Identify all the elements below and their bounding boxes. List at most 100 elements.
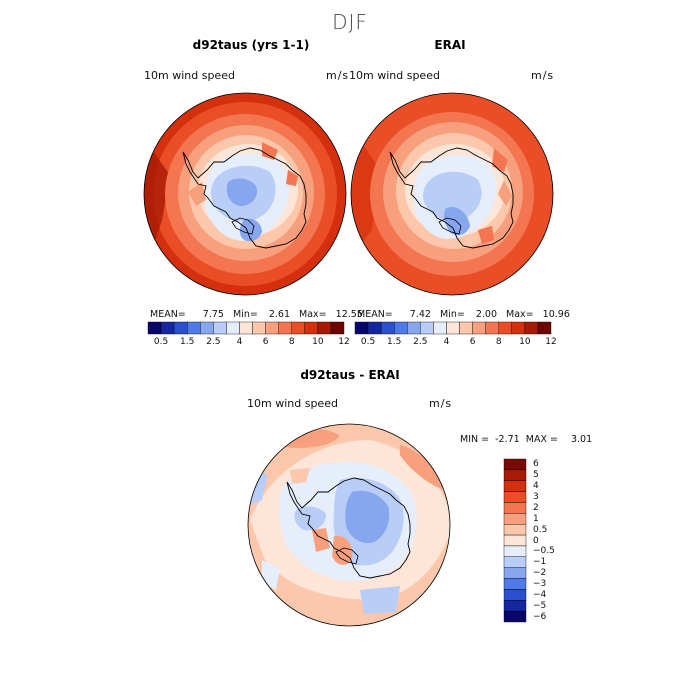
colorbar-swatch bbox=[226, 321, 240, 335]
colorbar-swatch bbox=[278, 321, 292, 335]
colorbar-swatch bbox=[503, 534, 527, 547]
colorbar-swatch bbox=[330, 321, 345, 335]
colorbar-tick-label: 10 bbox=[519, 337, 531, 347]
colorbar-tick-label: 6 bbox=[469, 337, 476, 347]
colorbar-swatch bbox=[503, 513, 527, 525]
colorbar-tick-label: 10 bbox=[312, 337, 324, 347]
colorbar-tick-label: 6 bbox=[533, 459, 539, 470]
colorbar-tick-label: −3 bbox=[533, 578, 547, 589]
colorbar-tick-label: 5 bbox=[533, 470, 539, 481]
diff-max-value: 3.01 bbox=[570, 434, 593, 445]
colorbar-tick-label: −5 bbox=[533, 600, 547, 611]
colorbar-swatch bbox=[503, 469, 527, 481]
colorbar-swatch bbox=[446, 321, 460, 335]
model-stats: MEAN= 7.75 Min= 2.61 Max= 12.55 bbox=[150, 309, 363, 320]
colorbar-swatch bbox=[394, 321, 408, 335]
colorbar-swatch bbox=[433, 321, 447, 335]
colorbar-swatch bbox=[472, 321, 486, 335]
colorbar-swatch bbox=[187, 321, 201, 335]
colorbar-swatch bbox=[407, 321, 421, 335]
diff-field-label: 10m wind speed bbox=[247, 397, 338, 410]
colorbar-tick-label: 4 bbox=[443, 337, 450, 347]
diff-max-label: MAX = bbox=[525, 434, 558, 445]
colorbar-swatch bbox=[503, 502, 527, 514]
diff-stats: MIN = -2.71 MAX = 3.01 bbox=[460, 434, 592, 445]
colorbar-tick-label: 12 bbox=[545, 337, 557, 347]
colorbar-tick-label: 0.5 bbox=[533, 524, 548, 535]
figure-title: DJF bbox=[332, 10, 368, 34]
colorbar-swatch bbox=[367, 321, 382, 335]
colorbar-tick-label: 1 bbox=[533, 513, 539, 524]
diff-panel-title: d92taus - ERAI bbox=[300, 368, 400, 382]
colorbar-swatch bbox=[485, 321, 499, 335]
colorbar-swatch bbox=[503, 589, 527, 601]
colorbar-swatch bbox=[252, 321, 266, 335]
colorbar-tick-label: 12 bbox=[338, 337, 350, 347]
colorbar-swatch bbox=[503, 545, 527, 558]
colorbar-swatch bbox=[537, 321, 552, 335]
obs-mean-value: 7.42 bbox=[409, 309, 431, 320]
colorbar-swatch bbox=[173, 321, 188, 335]
colorbar-swatch bbox=[265, 321, 279, 335]
obs-colorbar bbox=[354, 321, 552, 335]
colorbar-tick-label: 0 bbox=[533, 535, 539, 546]
colorbar-swatch bbox=[503, 567, 527, 579]
colorbar-swatch bbox=[354, 321, 369, 335]
colorbar-tick-label: 2.5 bbox=[206, 337, 221, 347]
colorbar-swatch bbox=[200, 321, 214, 335]
obs-mean-label: MEAN= bbox=[357, 309, 393, 320]
colorbar-tick-label: 3 bbox=[533, 492, 539, 503]
obs-field-label: 10m wind speed bbox=[349, 69, 440, 82]
colorbar-swatch bbox=[511, 321, 526, 335]
colorbar-tick-label: 4 bbox=[236, 337, 243, 347]
model-units-label: m/s bbox=[326, 69, 350, 82]
model-min-value: 2.61 bbox=[268, 309, 290, 320]
colorbar-tick-label: 2 bbox=[533, 502, 539, 513]
diff-colorbar bbox=[503, 458, 527, 623]
colorbar-tick-label: 1.5 bbox=[387, 337, 402, 347]
colorbar-tick-label: 1.5 bbox=[180, 337, 195, 347]
colorbar-swatch bbox=[420, 321, 434, 335]
colorbar-tick-label: 2.5 bbox=[413, 337, 428, 347]
colorbar-tick-label: −6 bbox=[533, 611, 547, 622]
colorbar-tick-label: −1 bbox=[533, 557, 547, 568]
colorbar-swatch bbox=[524, 321, 539, 335]
obs-min-label: Min= bbox=[439, 309, 465, 320]
model-mean-value: 7.75 bbox=[202, 309, 224, 320]
colorbar-swatch bbox=[459, 321, 473, 335]
colorbar-swatch bbox=[304, 321, 319, 335]
model-max-label: Max= bbox=[299, 309, 327, 320]
colorbar-swatch bbox=[503, 523, 527, 536]
colorbar-swatch bbox=[503, 610, 527, 623]
obs-max-label: Max= bbox=[506, 309, 534, 320]
colorbar-swatch bbox=[503, 600, 527, 612]
diff-units-label: m/s bbox=[429, 397, 453, 410]
obs-stats: MEAN= 7.42 Min= 2.00 Max= 10.96 bbox=[357, 309, 570, 320]
model-mean-label: MEAN= bbox=[150, 309, 186, 320]
colorbar-tick-label: 0.5 bbox=[153, 337, 169, 347]
model-field-label: 10m wind speed bbox=[144, 69, 235, 82]
colorbar-tick-label: 8 bbox=[495, 337, 502, 347]
model-panel-title: d92taus (yrs 1-1) bbox=[192, 38, 310, 52]
colorbar-swatch bbox=[213, 321, 227, 335]
colorbar-swatch bbox=[503, 480, 527, 492]
colorbar-tick-label: 4 bbox=[533, 481, 539, 492]
colorbar-swatch bbox=[503, 458, 527, 471]
colorbar-swatch bbox=[291, 321, 306, 335]
obs-min-value: 2.00 bbox=[475, 309, 497, 320]
colorbar-swatch bbox=[503, 491, 527, 503]
colorbar-tick-label: 0.5 bbox=[360, 337, 376, 347]
colorbar-tick-label: 6 bbox=[262, 337, 269, 347]
colorbar-swatch bbox=[380, 321, 395, 335]
colorbar-swatch bbox=[147, 321, 162, 335]
diff-min-value: -2.71 bbox=[495, 434, 520, 445]
colorbar-tick-label: −0.5 bbox=[533, 546, 555, 557]
colorbar-swatch bbox=[317, 321, 332, 335]
colorbar-swatch bbox=[503, 556, 527, 568]
colorbar-tick-label: −4 bbox=[533, 589, 547, 600]
model-colorbar bbox=[147, 321, 345, 335]
colorbar-swatch bbox=[498, 321, 513, 335]
colorbar-tick-label: −2 bbox=[533, 568, 547, 579]
colorbar-tick-label: 8 bbox=[288, 337, 295, 347]
